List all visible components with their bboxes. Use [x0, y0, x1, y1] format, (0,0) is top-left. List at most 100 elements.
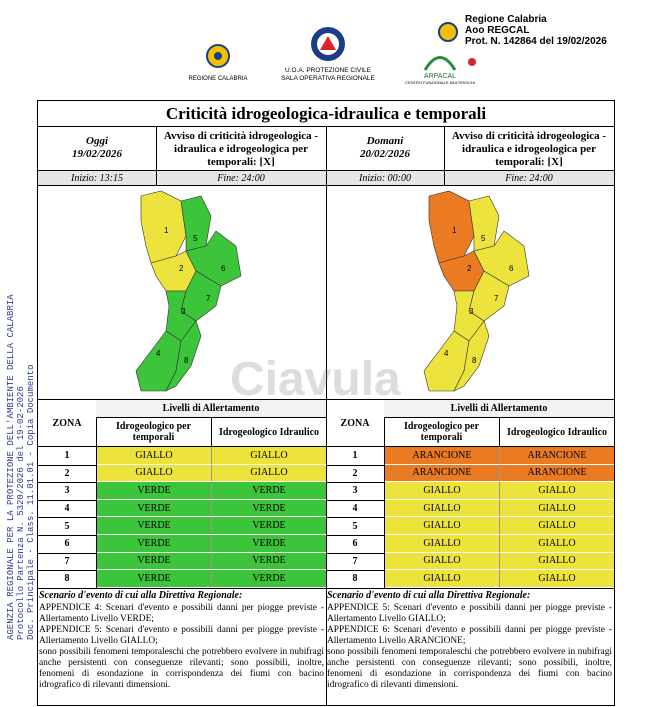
zona-header: ZONA	[340, 417, 370, 429]
scenario-paragraph: APPENDICE 6: Scenari d'evento e possibil…	[327, 625, 612, 646]
level-cell: GIALLO	[499, 535, 614, 553]
scenario-title: Scenario d'evento di cui alla Direttiva …	[327, 590, 531, 601]
rule	[38, 464, 96, 466]
zone-cell: 8	[352, 573, 358, 585]
start-time: Inizio: 00:00	[326, 171, 444, 185]
rule	[444, 127, 445, 171]
levels-header: Livelli di Allertamento	[96, 400, 326, 418]
zone-number: 5	[481, 234, 486, 243]
zone-number: 3	[469, 307, 474, 316]
scenario-paragraph: APPENDICE 5: Scenari d'evento e possibil…	[39, 625, 324, 646]
zone-number: 7	[494, 294, 499, 303]
rule	[38, 185, 326, 186]
col-header: Idrogeologico Idraulico	[499, 418, 614, 446]
level-cell: ARANCIONE	[499, 464, 614, 483]
logo-text: ARPACAL	[423, 73, 457, 80]
zone-number: 4	[444, 349, 449, 358]
rule	[38, 446, 326, 447]
logo-text: SALA OPERATIVA REGIONALE	[281, 75, 375, 82]
rule	[326, 588, 614, 589]
rule	[326, 552, 384, 554]
level-cell: GIALLO	[211, 464, 326, 483]
level-cell: GIALLO	[385, 482, 499, 500]
level-cell: VERDE	[97, 552, 211, 571]
rule	[326, 170, 614, 171]
zone-cell: 3	[352, 485, 358, 497]
side-text: Doc. Principale - Class. 11.01.01 - Copi…	[26, 364, 36, 640]
zone-cell: 7	[64, 555, 70, 567]
zone-map: 1 2 3 4 5 6 7 8	[135, 190, 242, 392]
rule	[326, 517, 384, 519]
level-cell: VERDE	[97, 570, 211, 588]
zone-area	[185, 230, 242, 287]
side-text: Protocollo Partenza N. 5320/2026 del 19-…	[16, 386, 26, 640]
zone-cell: 8	[64, 573, 70, 585]
zone-number: 4	[156, 349, 161, 358]
day-date: 19/02/2026	[71, 148, 123, 160]
rule	[156, 171, 157, 185]
title: Criticità idrogeologica-idraulica e temp…	[38, 101, 614, 127]
zone-cell: 6	[352, 538, 358, 550]
level-cell: GIALLO	[499, 499, 614, 518]
zone-cell: 6	[64, 538, 70, 550]
rule	[326, 464, 384, 466]
level-cell: VERDE	[97, 535, 211, 553]
scenario-paragraph: sono possibili fenomeni temporaleschi ch…	[327, 647, 612, 690]
avviso: Avviso di criticità idrogeologica - idra…	[163, 130, 319, 168]
rule	[384, 400, 385, 588]
logo-text: CENTRO FUNZIONALE MULTIRISCHI	[405, 80, 475, 85]
rule	[38, 482, 96, 484]
level-cell: VERDE	[211, 499, 326, 518]
scenario-paragraph: sono possibili fenomeni temporaleschi ch…	[39, 647, 324, 690]
scenario-title: Scenario d'evento di cui alla Direttiva …	[39, 590, 243, 601]
zone-cell: 1	[64, 450, 70, 462]
col-header: Idrogeologico Idraulico	[211, 418, 326, 446]
level-cell: GIALLO	[499, 482, 614, 500]
zone-cell: 1	[352, 450, 358, 462]
zone-number: 6	[509, 264, 514, 273]
zone-cell: 5	[64, 520, 70, 532]
levels-header: Livelli di Allertamento	[384, 400, 614, 418]
stamp-line: Prot. N. 142864 del 19/02/2026	[465, 36, 607, 47]
end-time: Fine: 24:00	[444, 171, 614, 185]
zone-number: 8	[472, 356, 477, 365]
level-cell: VERDE	[97, 482, 211, 500]
level-cell: GIALLO	[385, 535, 499, 553]
rule	[326, 570, 384, 572]
level-cell: VERDE	[211, 570, 326, 588]
zona-header: ZONA	[52, 417, 82, 429]
level-cell: GIALLO	[385, 499, 499, 518]
scenario-text: APPENDICE 4: Scenari d'evento e possibil…	[39, 603, 324, 691]
zone-number: 2	[179, 264, 184, 273]
level-cell: GIALLO	[211, 447, 326, 465]
day-label: Domani	[366, 135, 404, 147]
end-time: Fine: 24:00	[156, 171, 326, 185]
col-header: Idrogeologico per temporali	[115, 421, 192, 443]
rule	[96, 400, 97, 588]
zone-cell: 4	[64, 503, 70, 515]
level-cell: VERDE	[211, 535, 326, 553]
level-cell: ARANCIONE	[385, 447, 499, 465]
level-cell: VERDE	[97, 499, 211, 518]
zone-number: 5	[193, 234, 198, 243]
logos	[206, 22, 476, 71]
zone-cell: 2	[64, 467, 70, 479]
level-cell: ARANCIONE	[385, 464, 499, 483]
zone-cell: 2	[352, 467, 358, 479]
level-cell: VERDE	[211, 482, 326, 500]
day-label: Oggi	[86, 135, 108, 147]
rule	[38, 170, 326, 171]
scenario-paragraph: APPENDICE 4: Scenari d'evento e possibil…	[39, 603, 324, 624]
avviso: Avviso di criticità idrogeologica - idra…	[451, 130, 607, 168]
level-cell: GIALLO	[385, 552, 499, 571]
col-header: Idrogeologico per temporali	[403, 421, 480, 443]
stamp-line: Regione Calabria	[465, 14, 547, 25]
level-cell: GIALLO	[97, 464, 211, 483]
rule	[156, 127, 157, 171]
rule	[326, 482, 384, 484]
level-cell: GIALLO	[499, 552, 614, 571]
zone-cell: 4	[352, 503, 358, 515]
column-divider	[326, 127, 327, 705]
zone-map: 1 2 3 4 5 6 7 8	[423, 190, 530, 392]
level-cell: VERDE	[211, 552, 326, 571]
